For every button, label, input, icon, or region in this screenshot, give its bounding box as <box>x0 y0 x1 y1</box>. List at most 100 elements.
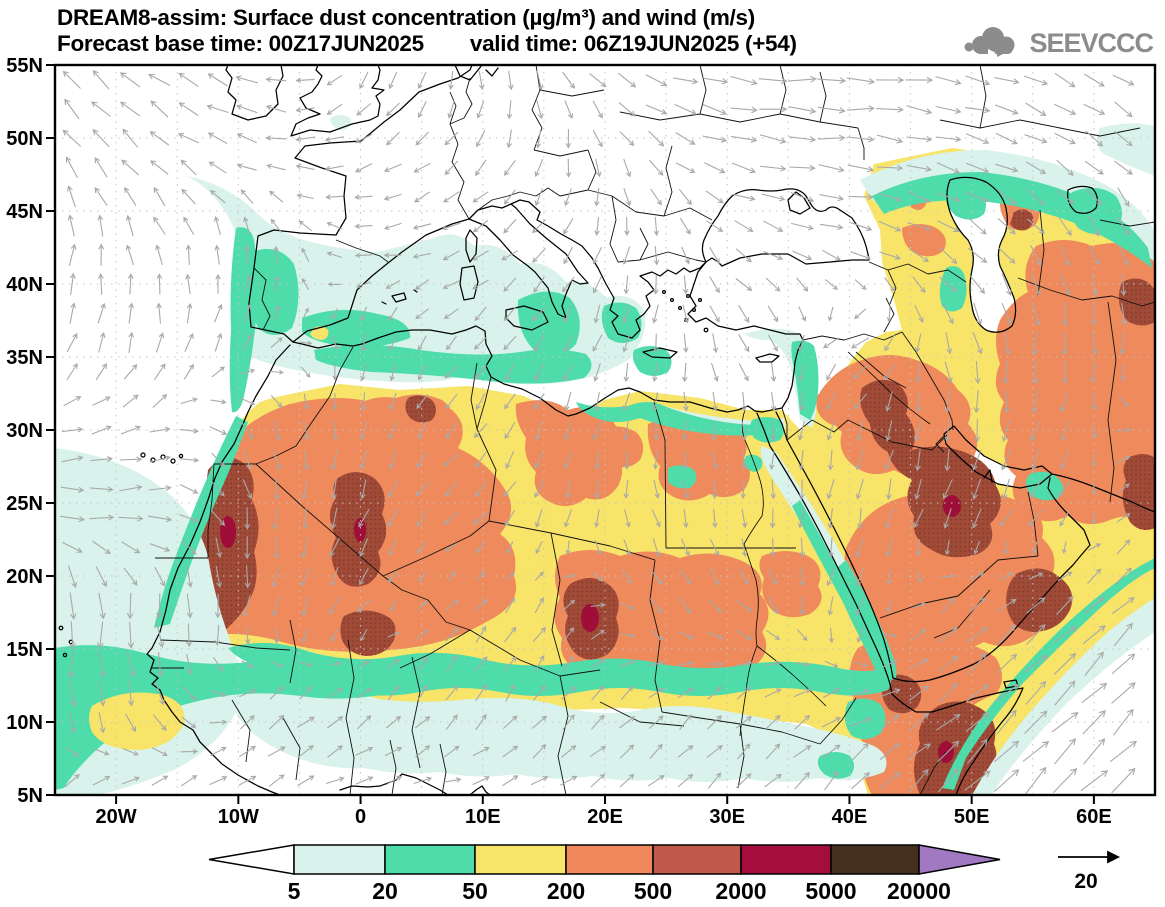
wind-arrow <box>184 365 193 380</box>
wind-arrow <box>389 72 397 88</box>
wind-arrow <box>267 77 287 82</box>
wind-arrow <box>620 132 634 146</box>
wind-arrow <box>180 458 198 463</box>
wind-arrow <box>215 217 221 235</box>
reference-arrow <box>1058 852 1118 862</box>
wind-arrow <box>850 222 872 231</box>
wind-arrow <box>1112 769 1135 793</box>
wind-arrow <box>710 306 719 322</box>
wind-arrow <box>122 160 139 175</box>
lat-label: 45N <box>6 201 43 223</box>
wind-arrow <box>356 164 372 172</box>
wind-arrow <box>876 77 903 83</box>
legend-segment <box>475 845 566 874</box>
wind-arrow <box>676 163 695 173</box>
lon-label: 20W <box>96 806 137 828</box>
legend-value: 5 <box>288 878 301 904</box>
wind-arrow <box>595 188 599 205</box>
wind-arrow <box>936 107 961 114</box>
wind-arrow <box>149 74 170 85</box>
wind-arrow <box>1114 710 1133 736</box>
wind-arrow <box>651 189 661 205</box>
wind-arrow <box>68 186 76 207</box>
aegean-islands <box>663 291 708 332</box>
wind-arrow <box>564 218 573 233</box>
wind-arrow <box>356 134 372 142</box>
lon-label: 10E <box>465 806 501 828</box>
wind-arrow <box>906 137 931 142</box>
lon-label: 20E <box>587 806 623 828</box>
wind-arrow <box>702 78 727 84</box>
wind-arrow <box>180 103 199 116</box>
wind-arrow <box>63 130 80 146</box>
wind-arrow <box>654 217 659 235</box>
wind-arrow <box>847 106 874 112</box>
wind-arrow <box>182 190 195 205</box>
lat-label: 40N <box>6 274 43 296</box>
wind-arrow <box>763 221 782 231</box>
legend-segment <box>566 845 653 874</box>
wind-arrow <box>238 134 257 143</box>
wind-arrow <box>1055 133 1075 143</box>
wind-arrow <box>799 307 806 321</box>
wind-arrow <box>535 159 543 176</box>
dust-region <box>845 698 886 739</box>
wind-arrow <box>596 159 601 176</box>
wind-arrow <box>93 71 109 89</box>
wind-arrow <box>414 163 430 172</box>
dust-forecast-map: 55N50N45N40N35N30N25N20N15N10N5N20W10W01… <box>0 0 1165 907</box>
wind-arrow <box>186 246 191 265</box>
wind-arrow <box>594 392 599 410</box>
wind-arrow <box>327 222 342 229</box>
wind-arrow <box>565 392 571 410</box>
wind-arrow <box>157 333 164 352</box>
wind-arrow <box>443 778 461 783</box>
wind-arrow <box>238 164 257 170</box>
wind-arrow <box>154 364 164 380</box>
wind-arrow <box>187 304 192 323</box>
lat-label: 55N <box>6 55 43 77</box>
wind-arrow <box>129 333 134 353</box>
wind-arrow <box>181 398 197 404</box>
wind-arrow <box>326 777 344 783</box>
wind-arrow <box>761 194 784 201</box>
wind-arrow <box>68 216 74 237</box>
wind-arrow <box>736 249 751 262</box>
wind-arrow <box>210 748 225 756</box>
legend-segment <box>831 845 919 874</box>
wind-arrow <box>788 77 816 83</box>
wind-arrow <box>99 333 105 352</box>
lat-label: 5N <box>17 785 43 807</box>
wind-arrow <box>237 105 257 113</box>
wind-arrow <box>129 304 134 324</box>
wind-arrow <box>563 72 575 88</box>
wind-arrow <box>93 397 110 405</box>
wind-arrow <box>210 777 227 785</box>
wind-arrow <box>624 363 629 381</box>
wind-arrow <box>759 78 787 84</box>
dust-region <box>668 465 696 488</box>
lat-label: 25N <box>6 493 43 515</box>
wind-arrow <box>876 107 902 113</box>
wind-arrow <box>505 160 516 175</box>
dust-region <box>220 516 236 548</box>
wind-arrow <box>590 74 606 87</box>
wind-arrow <box>502 776 517 786</box>
legend-segment <box>385 845 475 874</box>
wind-arrow <box>210 427 226 435</box>
wind-arrow <box>267 136 287 141</box>
wind-arrow <box>1112 683 1135 704</box>
wind-arrow <box>624 275 629 293</box>
wind-arrow <box>444 192 459 202</box>
wind-arrow <box>387 132 400 145</box>
wind-arrow <box>713 334 718 353</box>
legend-value: 50 <box>462 878 488 904</box>
wind-arrow <box>65 100 79 119</box>
wind-arrow <box>504 219 516 232</box>
dust-region <box>633 346 672 376</box>
wind-arrow <box>356 777 373 785</box>
wind-arrow <box>181 160 196 175</box>
wind-arrow <box>818 135 844 141</box>
wind-arrow <box>1084 739 1105 764</box>
wind-arrow <box>673 78 697 84</box>
